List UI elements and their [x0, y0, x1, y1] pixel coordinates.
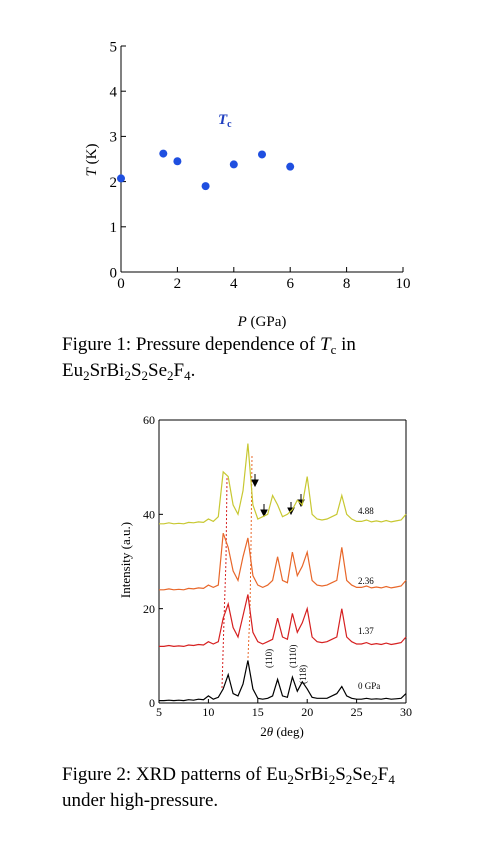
caption-part: 2: [329, 772, 336, 787]
x-tick-label: 4: [230, 276, 238, 292]
y-tick-label: 2: [110, 175, 118, 191]
point: [159, 149, 168, 158]
caption-part: in: [336, 334, 356, 355]
caption-part: 4: [388, 772, 395, 787]
peak-label: (118): [298, 665, 308, 684]
peak-label: (110): [264, 649, 274, 668]
y-tick-label: 3: [110, 130, 118, 146]
caption-part: 2: [287, 772, 294, 787]
y-tick-label: 60: [143, 413, 155, 427]
series-line: [159, 660, 407, 702]
caption-part: 2: [167, 368, 174, 383]
caption-part: c: [331, 342, 337, 357]
caption-part: F: [174, 360, 185, 381]
annotation-part: T: [218, 112, 228, 128]
caption-part: S: [335, 764, 346, 785]
caption-part: Figure 1: Pressure dependence of: [62, 334, 320, 355]
arrow: [251, 474, 259, 488]
y-label-part: (K): [84, 144, 100, 169]
x-tick-label: 6: [286, 276, 294, 292]
point: [173, 157, 182, 166]
caption-line: Eu2SrBi2S2Se2F4.: [62, 360, 195, 383]
y-tick-label: 40: [143, 508, 155, 522]
x-tick-label: 0: [117, 276, 125, 292]
caption-part: .: [191, 360, 196, 381]
y-tick-label: 0: [110, 265, 118, 281]
x-tick-label: 10: [396, 276, 411, 292]
caption-part: Figure 2: XRD patterns of Eu: [62, 764, 288, 785]
x-label-part: (GPa): [247, 314, 287, 330]
x-axis-label: 2θ (deg): [260, 724, 304, 739]
caption-part: 2: [83, 368, 90, 383]
series-label: 4.88: [358, 506, 374, 516]
guide-line: [221, 477, 228, 689]
y-axis-label: T (K): [84, 144, 100, 177]
arrows: [251, 474, 305, 518]
x-tick-label: 15: [252, 705, 264, 719]
caption-part: Eu: [62, 360, 84, 381]
series-label: 1.37: [358, 626, 374, 636]
x-label-part: θ: [267, 724, 274, 739]
peak-label: (1110): [288, 645, 298, 668]
caption-part: 2: [124, 368, 131, 383]
y-tick-label: 4: [110, 84, 118, 100]
caption-line: Figure 1: Pressure dependence of Tc in: [62, 334, 356, 357]
y-label-part: T: [84, 166, 100, 176]
caption-part: Se: [352, 764, 371, 785]
caption-part: 2: [371, 772, 378, 787]
caption-part: Se: [148, 360, 167, 381]
point: [229, 160, 238, 169]
series-label: 2.36: [358, 576, 374, 586]
caption-part: 2: [346, 772, 353, 787]
y-tick-label: 1: [110, 220, 118, 236]
point: [258, 150, 266, 159]
series-line: [159, 443, 407, 525]
annotation: Tc: [218, 112, 232, 130]
caption-part: SrBi: [90, 360, 125, 381]
x-label-part: (deg): [273, 724, 304, 739]
point: [117, 174, 125, 183]
series-line: [159, 533, 407, 591]
y-tick-label: 5: [110, 39, 118, 55]
y-tick-label: 0: [149, 696, 155, 710]
x-tick-label: 25: [351, 705, 363, 719]
caption-line: Figure 2: XRD patterns of Eu2SrBi2S2Se2F…: [62, 764, 395, 787]
arrow: [287, 502, 295, 516]
annotation-part: c: [227, 119, 232, 130]
y-tick-label: 20: [143, 602, 155, 616]
y-axis-label: Intensity (a.u.): [118, 522, 133, 598]
x-axis-label: P (GPa): [237, 314, 287, 330]
caption-part: S: [131, 360, 142, 381]
caption-part: SrBi: [294, 764, 329, 785]
caption-part: 2: [142, 368, 149, 383]
series-line: [159, 594, 407, 648]
x-label-part: P: [237, 314, 247, 330]
series-label: 0 GPa: [358, 681, 380, 691]
caption-part: F: [378, 764, 389, 785]
x-tick-label: 20: [301, 705, 313, 719]
caption-line: under high-pressure.: [62, 790, 218, 811]
caption-part: 4: [184, 368, 191, 383]
x-tick-label: 8: [343, 276, 351, 292]
guide-line: [247, 454, 253, 659]
arrow: [260, 504, 268, 518]
point: [201, 182, 210, 191]
point: [286, 162, 295, 171]
x-label-part: 2: [260, 724, 267, 739]
x-tick-label: 5: [156, 705, 162, 719]
caption-part: T: [320, 334, 332, 355]
x-tick-label: 10: [202, 705, 214, 719]
x-tick-label: 30: [400, 705, 412, 719]
x-tick-label: 2: [174, 276, 182, 292]
